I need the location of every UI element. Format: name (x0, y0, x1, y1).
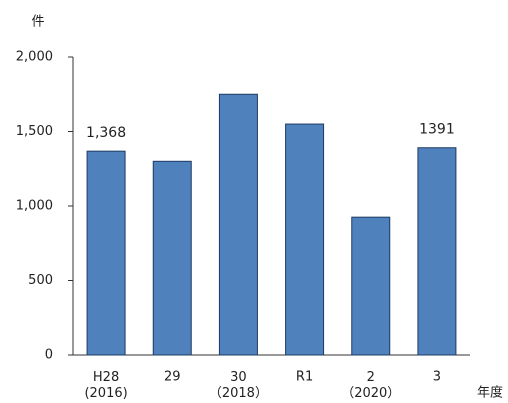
y-tick-label: 500 (28, 273, 53, 288)
bar (152, 160, 192, 356)
y-tick-label: 1,000 (16, 199, 53, 214)
y-tick-label: 1,500 (16, 124, 53, 139)
x-tick-label: 30 （2018） (209, 370, 268, 401)
value-label: 1,368 (86, 125, 126, 141)
x-tick-label: R1 (296, 370, 313, 385)
bar (218, 93, 258, 356)
x-tick-label: 29 (164, 370, 181, 385)
y-axis-label: 件 (31, 15, 44, 30)
x-axis-label: 年度 (477, 385, 503, 401)
bar (351, 216, 391, 356)
bar (285, 123, 325, 356)
value-label: 1391 (419, 122, 455, 138)
x-tick-label: H28 (2016) (84, 370, 127, 401)
bar (417, 147, 457, 356)
x-tick-label: 2 （2020） (341, 370, 400, 401)
y-tick-label: 2,000 (16, 50, 53, 65)
bar (86, 150, 126, 356)
x-tick-label: 3 (433, 370, 441, 385)
y-tick-label: 0 (45, 348, 53, 363)
